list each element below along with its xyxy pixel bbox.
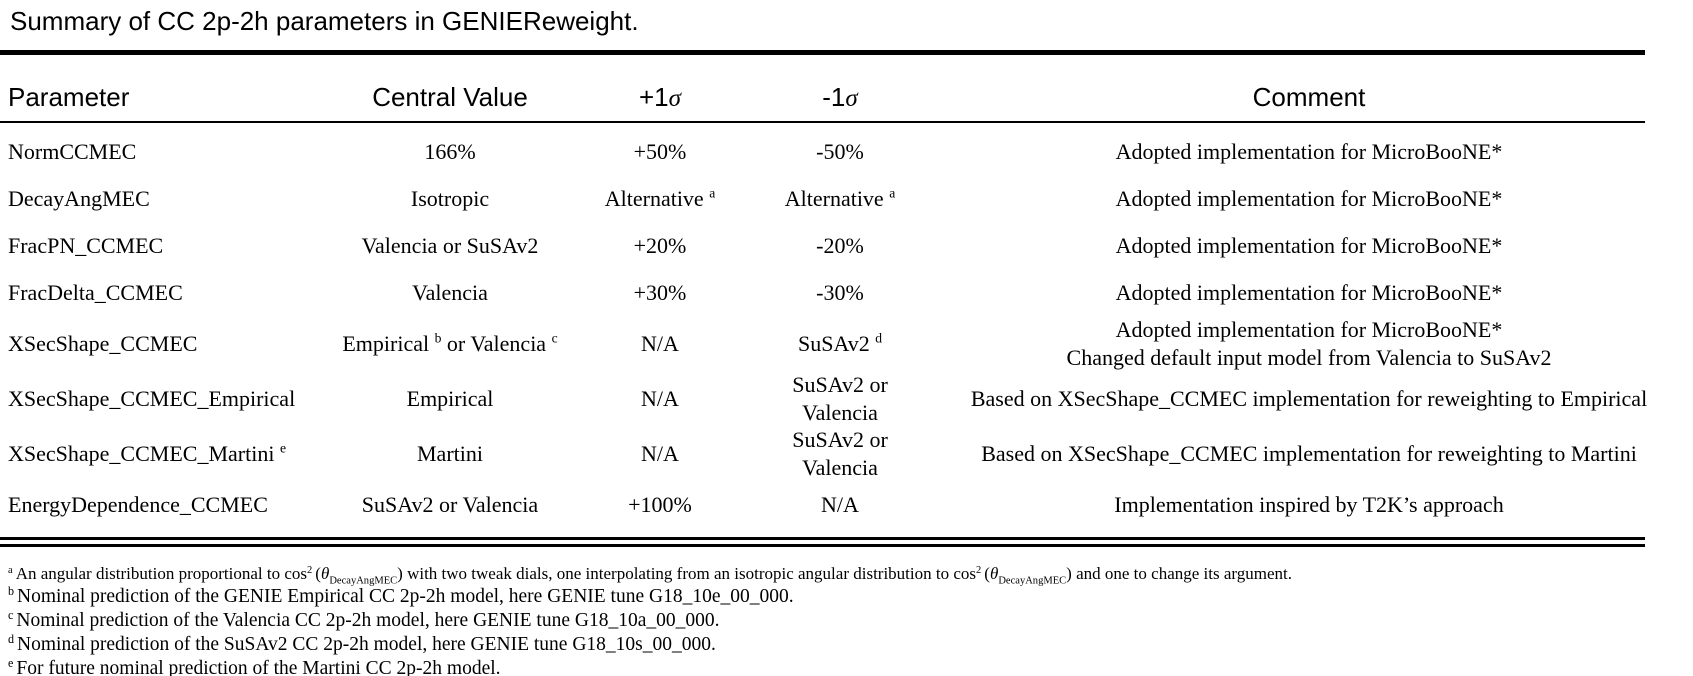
cell-central-value: Martini xyxy=(417,440,483,466)
cell-plus-1-sigma: +50% xyxy=(633,138,687,164)
table-header-row: Parameter Central Value +1σ -1σ Comment xyxy=(0,55,1693,121)
footnote-marker: a xyxy=(8,564,13,576)
table-caption: Summary of CC 2p-2h parameters in GENIER… xyxy=(10,6,639,36)
table-row: EnergyDependence_CCMEC SuSAv2 or Valencia… xyxy=(0,481,1693,528)
table-row: XSecShape_CCMEC Empirical b or Valencia c… xyxy=(0,316,1693,371)
footnote-a: a An angular distribution proportional to… xyxy=(8,564,1292,587)
cell-central-value: SuSAv2 or Valencia xyxy=(361,491,539,517)
cell-parameter: NormCCMEC xyxy=(8,138,137,164)
header-separator-rule xyxy=(0,121,1645,124)
cell-minus-1-sigma: Alternative a xyxy=(784,185,896,211)
table-row: XSecShape_CCMEC_Empirical Empirical N/A SuS… xyxy=(0,371,1693,426)
footnote-b: b Nominal prediction of the GENIE Empiric… xyxy=(8,583,794,608)
footnote-marker: e xyxy=(8,655,14,670)
column-header-comment: Comment xyxy=(1252,82,1366,113)
cell-minus-1-sigma: -50% xyxy=(816,138,864,164)
cell-minus-1-sigma: SuSAv2 d xyxy=(797,330,883,356)
footnote-d: d Nominal prediction of the SuSAv2 CC 2p-… xyxy=(8,631,716,656)
cell-parameter: XSecShape_CCMEC xyxy=(8,330,198,356)
column-header-minus-1-sigma: -1σ xyxy=(822,82,858,113)
table-bottom-double-rule xyxy=(0,537,1645,548)
cell-central-value: Valencia or SuSAv2 xyxy=(361,232,539,258)
cell-comment: Adopted implementation for MicroBooNE* Ch… xyxy=(1066,317,1552,370)
table-body: NormCCMEC 166% +50% -50% Adopted implementat… xyxy=(0,123,1693,528)
cell-minus-1-sigma: -30% xyxy=(816,279,864,305)
cell-comment: Adopted implementation for MicroBooNE* xyxy=(1115,279,1503,305)
footnote-marker: b xyxy=(8,583,15,598)
table-row: DecayAngMEC Isotropic Alternative a Alterna… xyxy=(0,175,1693,222)
cell-central-value: 166% xyxy=(424,138,476,164)
cell-comment: Adopted implementation for MicroBooNE* xyxy=(1115,138,1503,164)
cell-plus-1-sigma: N/A xyxy=(641,330,679,356)
cell-minus-1-sigma: SuSAv2 or Valencia xyxy=(792,372,888,425)
cell-plus-1-sigma: +20% xyxy=(633,232,687,258)
cell-plus-1-sigma: +100% xyxy=(628,491,692,517)
table-row: FracPN_CCMEC Valencia or SuSAv2 +20% -20% Ad… xyxy=(0,222,1693,269)
cell-parameter: FracDelta_CCMEC xyxy=(8,279,183,305)
cell-minus-1-sigma: SuSAv2 or Valencia xyxy=(792,427,888,480)
cell-central-value: Isotropic xyxy=(410,185,490,211)
column-header-central-value: Central Value xyxy=(372,82,528,113)
cell-parameter: EnergyDependence_CCMEC xyxy=(8,491,268,517)
cell-central-value: Valencia xyxy=(412,279,488,305)
column-header-plus-1-sigma: +1σ xyxy=(639,82,681,113)
cell-parameter: XSecShape_CCMEC_Empirical xyxy=(8,385,296,411)
cell-comment: Based on XSecShape_CCMEC implementation … xyxy=(970,385,1648,411)
footnotes: a An angular distribution proportional to… xyxy=(0,562,1693,676)
cell-plus-1-sigma: +30% xyxy=(633,279,687,305)
cell-comment: Adopted implementation for MicroBooNE* xyxy=(1115,185,1503,211)
cell-plus-1-sigma: N/A xyxy=(641,385,679,411)
cell-parameter: XSecShape_CCMEC_Martini e xyxy=(8,440,286,466)
table-top-rule xyxy=(0,50,1645,56)
cell-central-value: Empirical xyxy=(406,385,494,411)
cell-comment: Based on XSecShape_CCMEC implementation … xyxy=(981,440,1637,466)
footnote-marker: c xyxy=(8,607,14,622)
table-row: NormCCMEC 166% +50% -50% Adopted implementat… xyxy=(0,128,1693,175)
column-header-parameter: Parameter xyxy=(8,82,130,113)
cell-minus-1-sigma: -20% xyxy=(816,232,864,258)
cell-parameter: FracPN_CCMEC xyxy=(8,232,164,258)
cell-comment: Adopted implementation for MicroBooNE* xyxy=(1115,232,1503,258)
cell-plus-1-sigma: N/A xyxy=(641,440,679,466)
footnote-e: e For future nominal prediction of the Ma… xyxy=(8,655,501,676)
table-row: FracDelta_CCMEC Valencia +30% -30% Adopted i… xyxy=(0,269,1693,316)
cell-minus-1-sigma: N/A xyxy=(821,491,859,517)
cell-plus-1-sigma: Alternative a xyxy=(604,185,716,211)
table-row: XSecShape_CCMEC_Martini e Martini N/A SuSAv… xyxy=(0,426,1693,481)
footnote-marker: d xyxy=(8,631,15,646)
cell-comment: Implementation inspired by T2K’s approac… xyxy=(1114,491,1504,517)
cell-parameter: DecayAngMEC xyxy=(8,185,150,211)
footnote-c: c Nominal prediction of the Valencia CC 2… xyxy=(8,607,720,632)
cell-central-value: Empirical b or Valencia c xyxy=(342,330,558,356)
